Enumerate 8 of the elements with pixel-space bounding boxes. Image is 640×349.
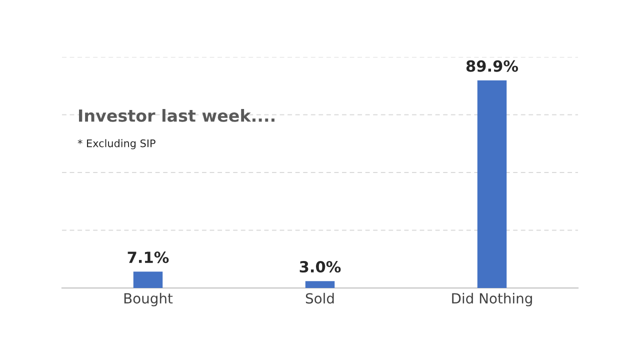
data-label: 7.1% [128,252,169,264]
data-label: 3.0% [300,261,341,273]
x-tick-label: Sold [306,292,334,304]
x-tick-label: Bought [124,292,173,306]
x-tick-label: Did Nothing [452,292,532,306]
text: Investor last week.... [79,109,274,122]
data-label: 89.9% [466,60,518,72]
annotation: * Excluding SIP [78,139,156,150]
